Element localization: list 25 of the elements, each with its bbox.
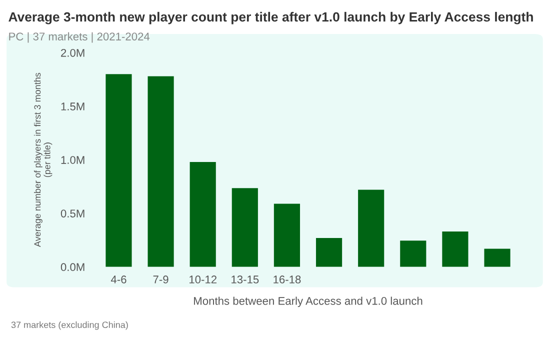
bar xyxy=(190,162,216,267)
bar xyxy=(232,188,258,267)
text: 37 markets (excluding China) xyxy=(11,321,128,330)
bar xyxy=(442,232,468,267)
y-tick-label: 0.0M xyxy=(60,263,84,272)
y-tick-label: 0.5M xyxy=(60,210,84,218)
bar xyxy=(484,248,510,267)
x-tick-label: 13-15 xyxy=(232,276,259,284)
x-tick-label: 10-12 xyxy=(189,276,217,284)
bar xyxy=(400,240,426,267)
y-tick-label: 1.0M xyxy=(61,156,84,164)
bar xyxy=(358,190,384,267)
x-tick-label: 7-9 xyxy=(153,276,168,284)
chart-subtitle: PC | 37 markets | 2021-2024 xyxy=(9,32,150,43)
y-tick-label: 2.0M xyxy=(61,48,84,57)
bar xyxy=(316,238,342,267)
x-axis-title: Months between Early Access and v1.0 launch xyxy=(194,296,422,308)
y-tick-label: 1.5M xyxy=(61,102,84,110)
bar xyxy=(106,74,132,267)
x-tick-label: 16-18 xyxy=(274,276,301,284)
chart-title: Average 3-month new player count per title after v1.0 launch by Early Access length xyxy=(8,12,533,24)
bar xyxy=(148,76,174,267)
y-axis-title: Average number of players in first 3 months (per title) xyxy=(34,72,52,248)
bar xyxy=(274,204,300,267)
x-tick-label: 4-6 xyxy=(110,276,126,284)
